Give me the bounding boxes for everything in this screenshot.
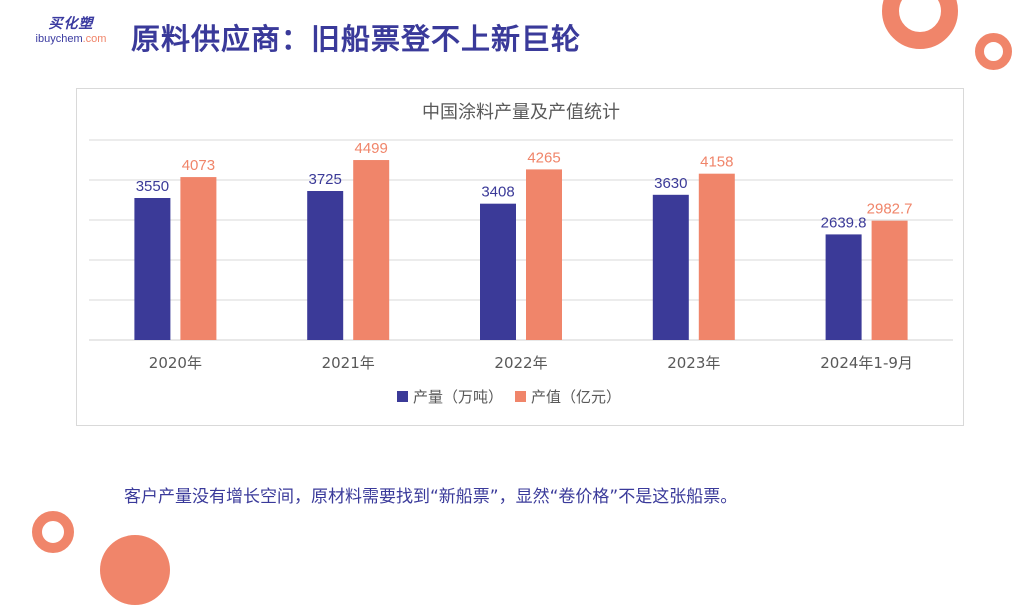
bar-output (825, 234, 862, 340)
data-label: 4073 (182, 157, 215, 174)
data-label: 4158 (700, 154, 733, 171)
data-label: 3550 (136, 178, 169, 195)
data-label: 2982.7 (867, 201, 913, 218)
bar-value (526, 169, 562, 340)
bar-value (871, 220, 908, 340)
chart-frame: 中国涂料产量及产值统计 3550 4073 2020年 3725 4499 2021年 340… (76, 88, 964, 426)
x-tick-label: 2024年1-9月 (820, 354, 913, 372)
data-label: 3725 (309, 171, 342, 188)
legend-swatch (515, 391, 526, 402)
legend-label: 产量（万吨） (413, 388, 503, 406)
data-label: 4499 (355, 140, 388, 157)
decorative-circle-bottom (100, 535, 170, 605)
data-label: 2639.8 (821, 214, 867, 231)
x-tick-label: 2021年 (322, 354, 375, 372)
bar-output (652, 194, 689, 340)
logo-english-text: ibuychem.com (35, 33, 107, 45)
legend-swatch (397, 391, 408, 402)
x-tick-label: 2023年 (667, 354, 720, 372)
bar-value (353, 160, 390, 340)
bar-output (134, 198, 171, 340)
logo-chinese-text: 买化塑 (48, 16, 94, 32)
data-label: 3408 (481, 184, 514, 201)
bar-output (307, 191, 344, 340)
bar-value (698, 173, 735, 340)
decorative-ring-small (975, 33, 1012, 70)
brand-logo: 买化塑 ibuychem.com (28, 16, 114, 50)
chart-title: 中国涂料产量及产值统计 (422, 102, 620, 123)
bar-value (180, 177, 217, 340)
data-label: 4265 (527, 149, 560, 166)
page-title: 原料供应商：旧船票登不上新巨轮 (131, 22, 582, 56)
legend-label: 产值（亿元） (531, 388, 621, 406)
bar-chart: 中国涂料产量及产值统计 3550 4073 2020年 3725 4499 2021年 340… (89, 102, 953, 406)
x-tick-label: 2022年 (494, 354, 547, 372)
x-tick-label: 2020年 (149, 354, 202, 372)
slide-caption: 客户产量没有增长空间，原材料需要找到“新船票”，显然“卷价格”不是这张船票。 (124, 487, 738, 507)
decorative-ring-large (882, 0, 958, 49)
data-label: 3630 (654, 175, 687, 192)
bar-output (480, 203, 516, 340)
